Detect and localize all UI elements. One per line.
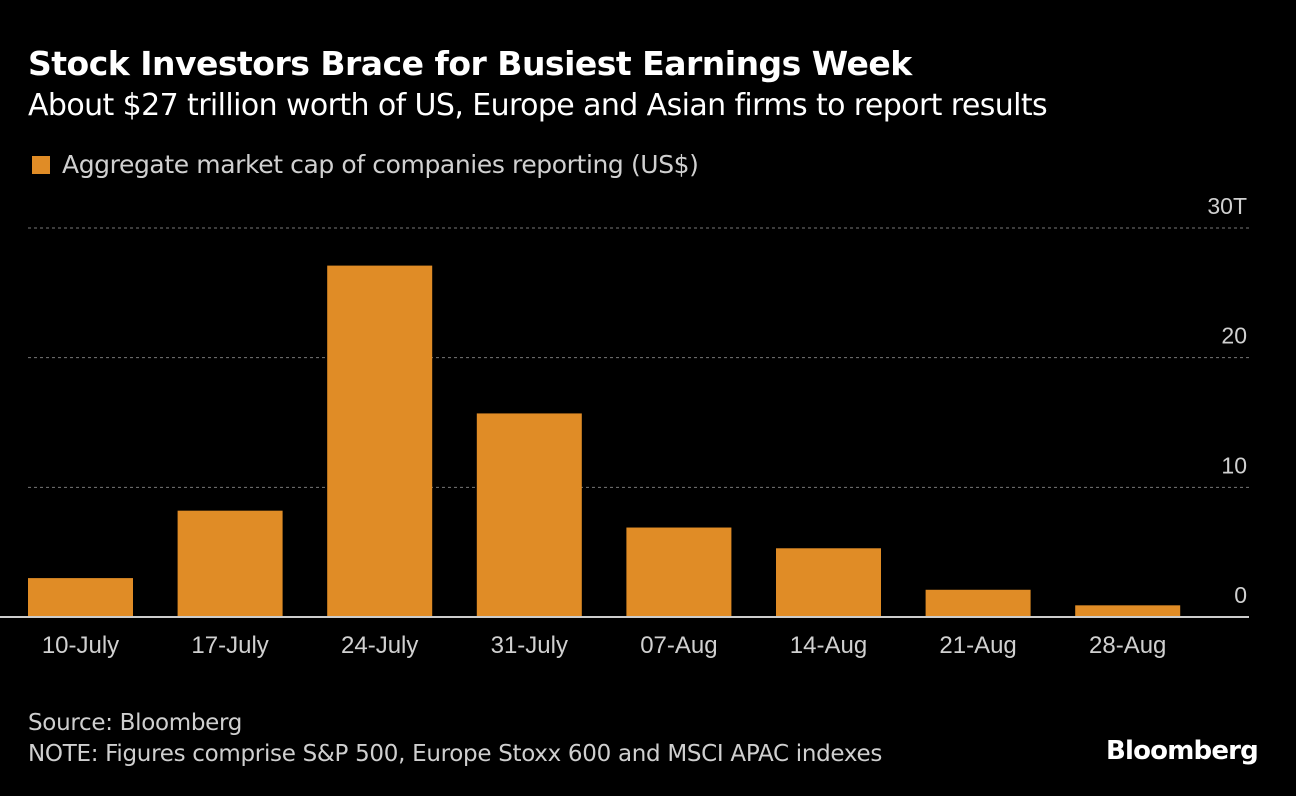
x-tick-label: 17-July xyxy=(191,632,268,659)
footnote: NOTE: Figures comprise S&P 500, Europe S… xyxy=(28,741,883,767)
y-tick-label: 10 xyxy=(1221,452,1247,478)
x-tick-label: 10-July xyxy=(42,632,119,659)
x-tick-label: 14-Aug xyxy=(790,632,867,659)
chart-title: Stock Investors Brace for Busiest Earnin… xyxy=(28,44,912,83)
x-tick-label: 07-Aug xyxy=(640,632,717,659)
y-tick-label: 20 xyxy=(1221,323,1247,349)
bar xyxy=(177,510,283,617)
legend: Aggregate market cap of companies report… xyxy=(32,150,699,179)
chart-subtitle: About $27 trillion worth of US, Europe a… xyxy=(28,88,1048,123)
bloomberg-logo: Bloomberg xyxy=(1105,736,1259,766)
bar xyxy=(776,548,881,617)
legend-swatch xyxy=(32,155,50,174)
bar xyxy=(28,578,133,617)
source-note: Source: Bloomberg xyxy=(28,710,243,736)
bar xyxy=(476,413,582,617)
bar xyxy=(327,265,433,617)
y-tick-label: 0 xyxy=(1234,582,1247,608)
x-tick-label: 28-Aug xyxy=(1089,632,1166,659)
x-tick-label: 31-July xyxy=(491,632,568,659)
x-tick-label: 24-July xyxy=(341,632,418,659)
y-tick-label: 30T xyxy=(1207,193,1247,219)
x-tick-label: 21-Aug xyxy=(939,632,1016,659)
bar xyxy=(1075,605,1181,617)
bar xyxy=(925,589,1031,617)
legend-label: Aggregate market cap of companies report… xyxy=(62,150,699,179)
bar xyxy=(626,527,732,617)
